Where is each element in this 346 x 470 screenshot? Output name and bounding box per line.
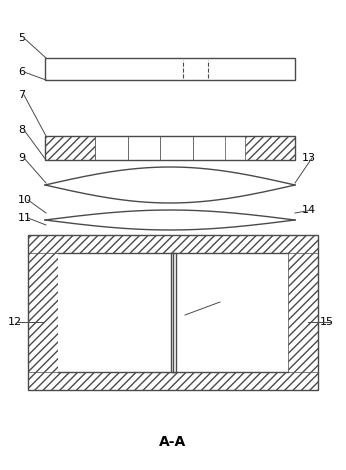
Bar bbox=[160, 136, 192, 160]
Text: 12: 12 bbox=[8, 317, 22, 327]
Bar bbox=[127, 136, 160, 160]
Text: 14: 14 bbox=[302, 205, 316, 215]
Text: 5: 5 bbox=[18, 33, 25, 43]
Bar bbox=[171, 253, 175, 372]
Bar bbox=[192, 136, 225, 160]
Text: 6: 6 bbox=[18, 67, 25, 77]
Text: 7: 7 bbox=[18, 90, 25, 100]
Bar bbox=[28, 235, 318, 390]
Text: 13: 13 bbox=[302, 153, 316, 163]
Text: 15: 15 bbox=[320, 317, 334, 327]
Bar bbox=[45, 58, 295, 80]
Bar bbox=[28, 235, 58, 390]
Text: 11: 11 bbox=[18, 213, 32, 223]
Text: 10: 10 bbox=[18, 195, 32, 205]
Bar bbox=[45, 136, 295, 160]
Bar bbox=[45, 136, 95, 160]
Text: 8: 8 bbox=[18, 125, 25, 135]
Text: A-A: A-A bbox=[160, 435, 186, 449]
Bar bbox=[28, 372, 318, 390]
Bar bbox=[245, 136, 295, 160]
Text: 16: 16 bbox=[210, 297, 224, 307]
Text: 9: 9 bbox=[18, 153, 25, 163]
Bar bbox=[95, 136, 127, 160]
Bar bbox=[58, 253, 288, 372]
Bar bbox=[288, 235, 318, 390]
Bar bbox=[28, 235, 318, 253]
